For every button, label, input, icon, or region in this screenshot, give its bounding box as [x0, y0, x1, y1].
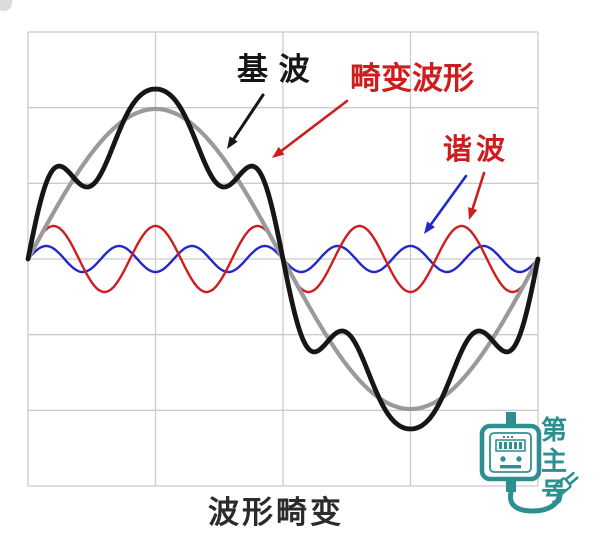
annotation-arrow-line: [280, 99, 349, 153]
meter-top-stub: [506, 412, 516, 428]
annotation-arrow-head: [272, 146, 285, 158]
watermark-text: 第 主 号: [539, 415, 569, 508]
power-plug-icon: [553, 471, 579, 496]
label-distorted-waveform: 畸变波形: [350, 61, 474, 96]
annotation-arrow-line: [429, 174, 468, 226]
meter-display-digits: [499, 442, 522, 449]
annotation-arrow-line: [232, 93, 265, 141]
meter-inner-frame: [489, 432, 532, 473]
watermark-char-2: 主: [540, 446, 567, 476]
meter-bottom-stub: [506, 479, 516, 492]
meter-display-caption-marks: [503, 436, 513, 438]
meter-eye-left: [500, 456, 506, 462]
label-harmonic: 谐波: [443, 134, 510, 166]
meter-eye-right: [516, 456, 522, 462]
watermark-char-1: 第: [540, 415, 567, 445]
meter-display: [495, 439, 526, 452]
watermark-char-3: 号: [540, 477, 567, 507]
annotation-arrow-head: [468, 207, 478, 220]
figure-caption: 波形畸变: [208, 495, 344, 530]
electric-meter-icon: [479, 412, 579, 514]
label-fundamental: 基 波: [237, 52, 311, 87]
power-cable: [507, 489, 563, 514]
annotation-arrow-head: [424, 221, 435, 234]
corner-artifact: [0, 0, 12, 11]
meter-mouth: [500, 465, 521, 469]
annotation-arrow-line: [471, 171, 486, 210]
annotation-arrow-head: [227, 136, 238, 149]
curve-畸变波形: [25, 86, 541, 432]
